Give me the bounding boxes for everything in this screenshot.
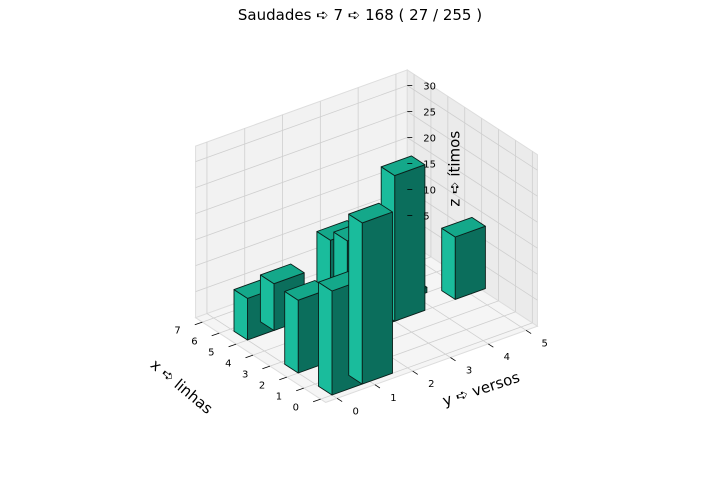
x-tick-label: 5 <box>208 348 214 359</box>
bar-front-face <box>394 164 426 322</box>
bar-side-face <box>259 274 275 331</box>
grid-z-wall-y <box>407 85 538 171</box>
x-tick-label: 1 <box>276 392 282 403</box>
y-tick-label: 0 <box>352 406 358 417</box>
chart-title: Saudades ➪ 7 ➪ 168 ( 27 / 255 ) <box>237 6 483 24</box>
z-tick-label: 10 <box>423 186 436 197</box>
x-tick-label: 2 <box>259 381 265 392</box>
bar-side-face <box>284 290 299 374</box>
bar-side-face <box>348 213 363 385</box>
grid-z-wall-x <box>195 137 408 215</box>
y-tick-label: 3 <box>466 366 472 377</box>
y-tick-label: 4 <box>504 352 510 363</box>
x-axis-label: x ➪ linhas <box>147 356 216 418</box>
x-tick-mark <box>312 398 321 403</box>
grid-z-wall-x <box>195 163 408 241</box>
bar-top-face <box>348 202 393 224</box>
y-tick-mark <box>450 357 456 362</box>
y-tick-label: 2 <box>428 379 434 390</box>
x-tick-mark <box>279 376 287 381</box>
bar-side-face <box>441 227 456 300</box>
y-tick-mark <box>488 343 494 348</box>
x-tick-mark <box>245 354 254 359</box>
z-axis-label: z ➪ ítimos <box>445 131 463 207</box>
z-tick-label: 15 <box>423 160 436 171</box>
x-tick-mark <box>262 365 271 370</box>
bars <box>233 155 486 396</box>
y-tick-mark <box>412 370 418 375</box>
x-tick-mark <box>296 387 304 392</box>
y-tick-mark <box>336 397 343 402</box>
grid-z-wall-y <box>407 111 538 197</box>
y-tick-mark <box>374 384 381 389</box>
bar <box>441 216 486 300</box>
grid-z-wall-x <box>195 111 408 189</box>
bar <box>348 202 393 385</box>
bar-side-face <box>318 281 333 396</box>
z-tick-label: 25 <box>423 108 436 119</box>
x-tick-mark <box>211 332 220 337</box>
y-tick-label: 5 <box>541 338 547 349</box>
z-tick-label: 30 <box>423 82 436 93</box>
bar-top-face <box>441 216 486 238</box>
x-tick-mark <box>228 343 237 348</box>
grid-y-floor <box>206 313 338 399</box>
bar-front-face <box>361 211 393 385</box>
x-tick-label: 0 <box>293 403 299 414</box>
x-tick-label: 7 <box>174 326 180 337</box>
grid-z-wall-y <box>407 137 538 223</box>
x-tick-label: 3 <box>242 370 248 381</box>
z-tick-label: 5 <box>423 212 429 223</box>
grid-z-wall-x <box>195 189 408 267</box>
z-tick-label: 20 <box>423 134 436 145</box>
y-tick-mark <box>525 329 532 334</box>
x-tick-label: 6 <box>191 337 197 348</box>
x-tick-mark <box>194 321 203 326</box>
bar-front-face <box>454 225 486 300</box>
bar-top-face <box>259 263 305 285</box>
grid-z-wall-y <box>407 163 538 249</box>
y-tick-label: 1 <box>390 393 396 404</box>
y-axis-label: y ➪ versos <box>440 368 522 410</box>
bar-top-face <box>380 155 426 177</box>
x-tick-label: 4 <box>225 359 231 370</box>
grid-z-wall-x <box>195 85 408 163</box>
